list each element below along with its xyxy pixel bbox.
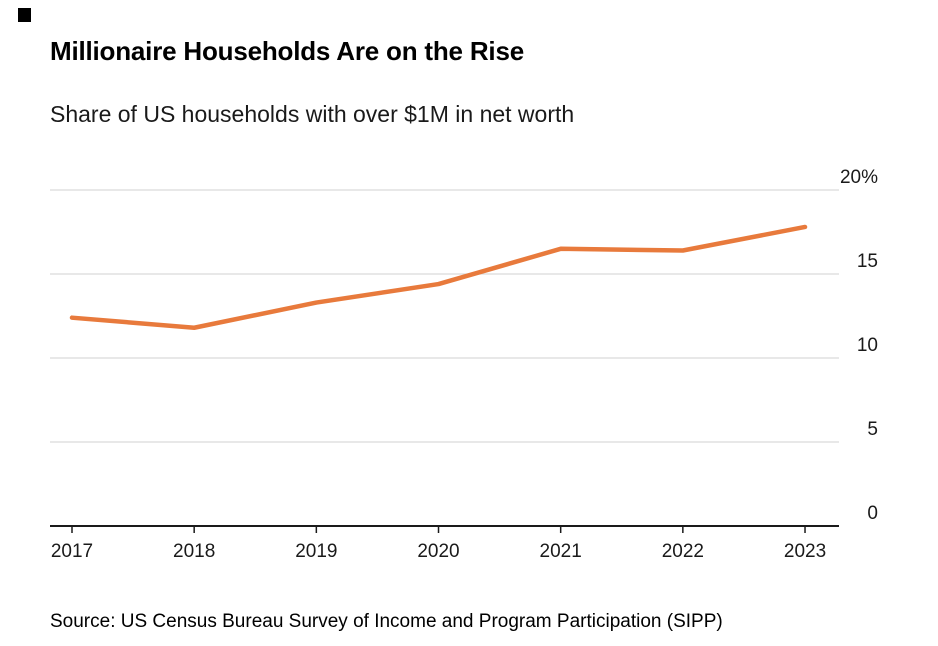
x-tick-label: 2018 xyxy=(173,541,215,562)
x-tick-label: 2017 xyxy=(51,541,93,562)
y-tick-label: 10 xyxy=(857,335,878,356)
data-line xyxy=(69,224,808,331)
y-tick-label: 15 xyxy=(857,251,878,272)
x-tick-label: 2020 xyxy=(417,541,459,562)
y-tick-label: 0 xyxy=(867,503,878,524)
chart-subtitle: Share of US households with over $1M in … xyxy=(50,101,575,127)
x-tick-label: 2021 xyxy=(540,541,582,562)
x-tick-label: 2022 xyxy=(662,541,704,562)
source-note: Source: US Census Bureau Survey of Incom… xyxy=(50,611,723,632)
x-tick-label: 2023 xyxy=(784,541,826,562)
x-tick-label: 2019 xyxy=(295,541,337,562)
chart-title: Millionaire Households Are on the Rise xyxy=(50,36,524,66)
y-tick-label: 5 xyxy=(867,419,878,440)
corner-mark xyxy=(18,8,31,22)
y-tick-label: 20% xyxy=(840,167,878,188)
